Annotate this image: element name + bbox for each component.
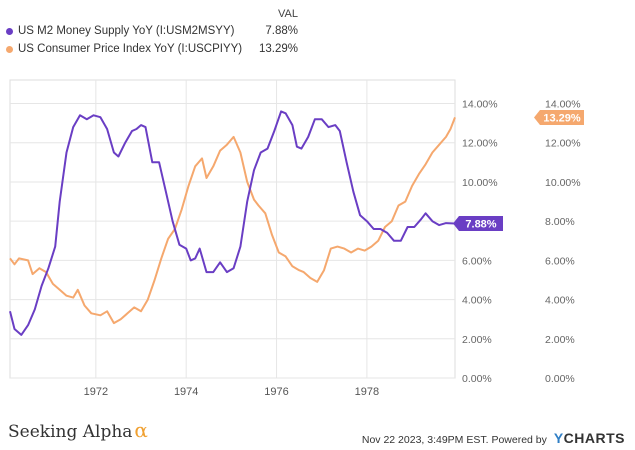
alpha-icon: α (134, 418, 148, 442)
legend-series-name: US M2 Money Supply YoY (I:USM2MSYY) (18, 25, 235, 37)
plot-area (9, 79, 456, 379)
legend-series-name: US Consumer Price Index YoY (I:USCPIYY) (18, 43, 243, 55)
series-line (9, 117, 456, 325)
series-line (9, 110, 456, 336)
end-value-tag (453, 216, 503, 232)
y-tick-label: 2.00% (462, 334, 492, 346)
y-tick-label-secondary: 8.00% (545, 216, 575, 228)
x-tick-label: 1978 (355, 386, 379, 398)
end-value-label: 13.29% (543, 112, 581, 124)
powered-by: Powered by (491, 434, 547, 446)
y-tick-label: 12.00% (462, 138, 498, 150)
y-tick-label: 4.00% (462, 295, 492, 307)
legend-value-header: VAL (278, 8, 298, 20)
ycharts-y: Y (553, 430, 564, 446)
x-tick-label: 1972 (84, 386, 108, 398)
y-tick-label: 0.00% (462, 373, 492, 385)
legend-dot-m2 (6, 28, 13, 35)
legend-item-cpi[interactable]: US Consumer Price Index YoY (I:USCPIYY) … (4, 40, 304, 58)
ycharts-logo[interactable]: YCHARTS (554, 430, 625, 446)
ycharts-rest: CHARTS (563, 430, 625, 446)
x-tick-label: 1976 (264, 386, 288, 398)
timestamp: Nov 22 2023, 3:49PM EST. (361, 434, 489, 446)
end-value-label: 7.88% (465, 219, 496, 231)
y-tick-label: 10.00% (462, 177, 498, 189)
chart-legend: VAL US M2 Money Supply YoY (I:USM2MSYY) … (4, 6, 304, 58)
y-tick-label-secondary: 6.00% (545, 255, 575, 267)
legend-series-value: 7.88% (265, 25, 298, 37)
brand-name: Seeking Alpha (8, 422, 133, 442)
y-tick-label: 6.00% (462, 255, 492, 267)
end-value-tag (534, 109, 584, 125)
brand-logo: Seeking Alpha α (8, 418, 148, 442)
legend-item-m2[interactable]: US M2 Money Supply YoY (I:USM2MSYY) 7.88… (4, 22, 304, 40)
line-chart: 0.00% 0.00% 2.00% 2.00% 4.00% 4.00% 6.00% 6.00%… (9, 79, 584, 398)
y-tick-label: 14.00% (462, 99, 498, 111)
y-tick-label-secondary: 4.00% (545, 295, 575, 307)
y-tick-label-secondary: 10.00% (545, 177, 581, 189)
chart-footer: Nov 22 2023, 3:49PM EST. Powered by YCHA… (362, 430, 625, 446)
x-tick-label: 1974 (174, 386, 198, 398)
legend-series-value: 13.29% (258, 43, 298, 55)
y-tick-label-secondary: 14.00% (545, 99, 581, 111)
y-tick-label-secondary: 2.00% (545, 334, 575, 346)
y-tick-label-secondary: 0.00% (545, 373, 575, 385)
legend-dot-cpi (6, 46, 13, 53)
y-tick-label-secondary: 12.00% (545, 138, 581, 150)
